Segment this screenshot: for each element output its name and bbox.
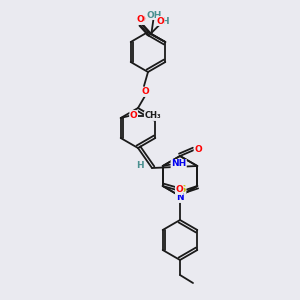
Text: H: H: [136, 161, 144, 170]
Text: O: O: [156, 16, 164, 26]
Text: CH₃: CH₃: [144, 112, 161, 121]
Text: S: S: [179, 185, 186, 194]
Text: NH: NH: [171, 160, 186, 169]
Text: O: O: [141, 88, 149, 97]
Text: N: N: [176, 194, 184, 202]
Text: O: O: [130, 110, 138, 119]
Text: H: H: [161, 16, 169, 26]
Text: O: O: [136, 14, 144, 23]
Text: OH: OH: [147, 11, 162, 20]
Text: O: O: [176, 185, 183, 194]
Text: O: O: [137, 16, 145, 25]
Text: O: O: [194, 145, 202, 154]
